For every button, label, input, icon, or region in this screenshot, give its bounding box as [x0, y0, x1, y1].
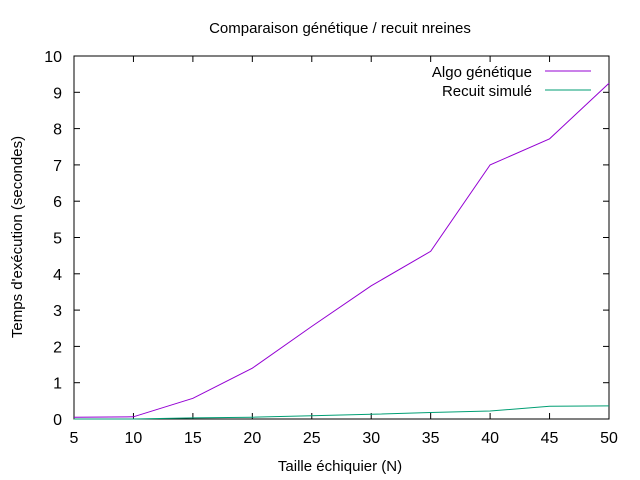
- x-tick-label: 30: [362, 430, 380, 447]
- y-axis-label: Temps d'exécution (secondes): [9, 136, 26, 338]
- x-tick-label: 45: [541, 430, 559, 447]
- x-tick-label: 10: [125, 430, 143, 447]
- y-tick-label: 7: [53, 158, 62, 175]
- x-tick-label: 5: [70, 430, 79, 447]
- y-tick-label: 9: [53, 85, 62, 102]
- x-tick-label: 20: [243, 430, 261, 447]
- series-line-1: [73, 82, 610, 418]
- plot-border: [73, 55, 610, 420]
- x-tick-label: 40: [481, 430, 499, 447]
- x-tick-label: 35: [422, 430, 440, 447]
- x-tick-label: 25: [303, 430, 321, 447]
- x-axis-label: Taille échiquier (N): [278, 458, 402, 475]
- x-tick-label: 15: [184, 430, 202, 447]
- y-tick-label: 10: [44, 49, 62, 66]
- y-tick-label: 8: [53, 122, 62, 139]
- y-tick-label: 2: [53, 339, 62, 356]
- y-tick-label: 3: [53, 303, 62, 320]
- y-tick-label: 1: [53, 376, 62, 393]
- y-tick-label: 4: [53, 267, 62, 284]
- legend-label-2: Recuit simulé: [442, 83, 532, 100]
- x-tick-label: 50: [600, 430, 618, 447]
- series-line-2: [74, 405, 610, 420]
- y-tick-label: 6: [53, 194, 62, 211]
- chart-title: Comparaison génétique / recuit nreines: [209, 20, 471, 37]
- plot-area: [73, 55, 610, 420]
- y-tick-label: 5: [53, 231, 62, 248]
- legend: Algo génétique Recuit simulé: [432, 64, 591, 100]
- series-lines: [73, 82, 610, 420]
- y-tick-label: 0: [53, 412, 62, 429]
- legend-label-1: Algo génétique: [432, 64, 532, 81]
